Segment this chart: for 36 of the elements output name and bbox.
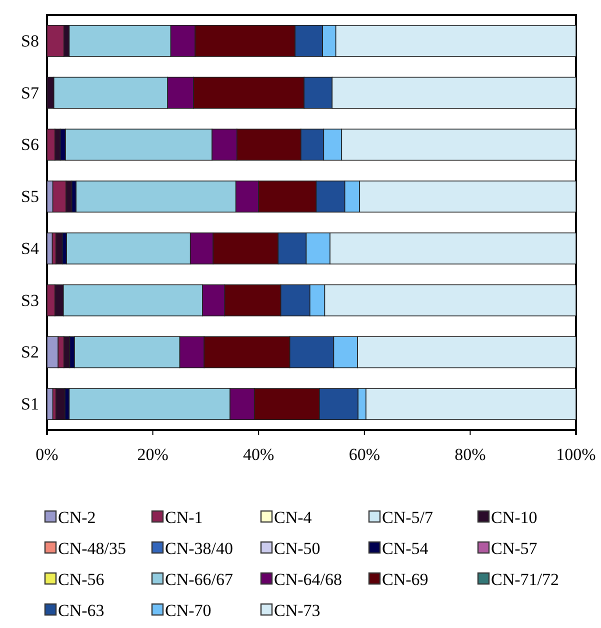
y-tick-label: S2 (21, 342, 39, 362)
legend-label: CN-50 (274, 538, 320, 558)
legend-label: CN-4 (274, 508, 312, 527)
y-tick-label: S6 (21, 135, 39, 154)
bar (56, 388, 66, 420)
x-tick-label: 60% (348, 445, 380, 464)
legend-label: CN-73 (274, 600, 320, 620)
legend-label: CN-56 (58, 570, 104, 589)
legend-label: CN-63 (58, 600, 104, 620)
legend-label: CN-54 (382, 538, 429, 558)
x-tick-label: 40% (243, 445, 274, 464)
legend-label: CN-2 (58, 508, 96, 527)
legend-label: CN-64/68 (274, 570, 342, 589)
legend-label: CN-38/40 (165, 538, 233, 558)
bar (56, 232, 63, 264)
legend-label: CN-69 (382, 570, 428, 589)
bar (46, 388, 54, 420)
y-tick-label: S4 (21, 238, 40, 258)
bar (46, 232, 53, 264)
x-tick-label: 20% (137, 445, 168, 464)
legend-label: CN-57 (491, 538, 538, 558)
x-tick-label: 0% (36, 445, 58, 464)
y-tick-label: S5 (21, 187, 39, 206)
y-tick-label: S8 (21, 31, 39, 50)
legend-label: CN-1 (165, 508, 203, 527)
legend-label: CN-66/67 (165, 570, 234, 589)
x-tick-label: 80% (454, 445, 486, 464)
legend-label: CN-71/72 (491, 570, 559, 589)
legend-label: CN-5/7 (382, 508, 434, 527)
y-tick-label: S3 (21, 290, 39, 310)
y-tick-label: S1 (21, 394, 39, 414)
x-tick-label: 100% (556, 445, 596, 464)
legend-label: CN-48/35 (58, 538, 126, 558)
legend-label: CN-10 (491, 508, 538, 527)
legend-label: CN-70 (165, 600, 212, 620)
y-tick-label: S7 (21, 83, 40, 102)
